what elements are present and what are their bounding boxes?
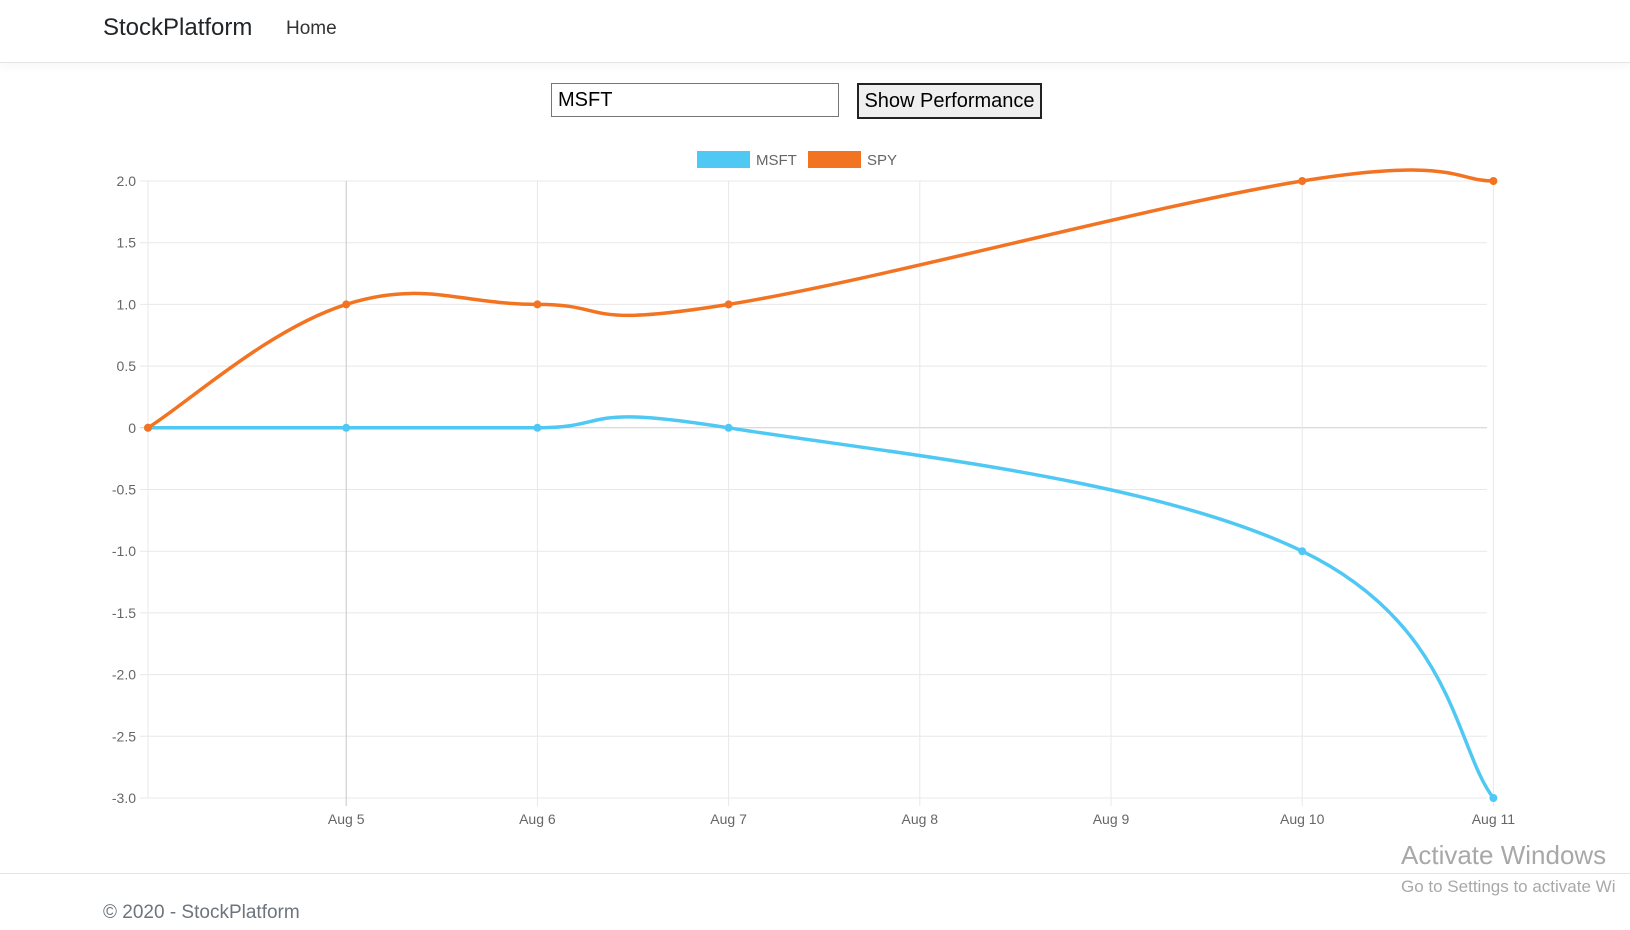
chart-legend[interactable]: MSFT SPY (697, 151, 897, 169)
y-tick-label: -2.5 (112, 728, 136, 744)
y-tick-label: 0.5 (117, 358, 137, 374)
x-tick-label: Aug 7 (710, 811, 747, 827)
data-point-spy[interactable] (724, 300, 733, 309)
data-point-msft[interactable] (533, 423, 542, 432)
watermark-subtitle: Go to Settings to activate Wi (1401, 877, 1616, 896)
y-tick-label: 2.0 (117, 173, 137, 189)
y-tick-label: 1.0 (117, 296, 137, 312)
data-point-spy[interactable] (1489, 177, 1498, 185)
y-tick-label: -1.5 (112, 605, 136, 621)
footer-copyright: © 2020 - StockPlatform (103, 902, 300, 923)
chart-grid (140, 180, 1494, 806)
brand-link[interactable]: StockPlatform (103, 14, 253, 41)
data-point-msft[interactable] (342, 423, 351, 432)
y-tick-label: -3.0 (112, 790, 136, 806)
x-tick-label: Aug 11 (1472, 811, 1516, 827)
data-point-msft[interactable] (724, 423, 733, 432)
series-line-spy (147, 168, 1494, 430)
data-point-spy[interactable] (1298, 177, 1307, 185)
y-tick-label: 0 (128, 420, 136, 436)
x-tick-label: Aug 6 (519, 811, 556, 827)
navbar: StockPlatform Home (0, 0, 1630, 63)
nav-home-link[interactable]: Home (286, 18, 337, 39)
data-point-spy[interactable] (144, 423, 152, 432)
y-tick-label: -1.0 (112, 543, 136, 559)
x-tick-label: Aug 5 (328, 811, 365, 827)
data-point-msft[interactable] (1489, 794, 1498, 802)
legend-label-spy[interactable]: SPY (867, 152, 897, 169)
legend-label-msft[interactable]: MSFT (756, 152, 797, 169)
data-point-spy[interactable] (342, 300, 351, 309)
y-tick-label: -0.5 (112, 482, 136, 498)
x-tick-label: Aug 9 (1093, 811, 1130, 827)
show-performance-button[interactable]: Show Performance (857, 83, 1042, 119)
footer-divider (0, 873, 1630, 874)
x-tick-label: Aug 8 (902, 811, 939, 827)
legend-swatch-spy[interactable] (808, 151, 861, 168)
chart-series (144, 168, 1498, 802)
chart-axes: 2.0 1.5 1.0 0.5 0 -0.5 -1.0 -1.5 -2.0 -2.5 -3.0 Aug… (112, 173, 1515, 827)
series-line-msft (148, 415, 1495, 800)
data-point-spy[interactable] (533, 300, 542, 309)
watermark-title: Activate Windows (1401, 840, 1607, 870)
windows-activation-watermark: Activate Windows Go to Settings to activ… (1401, 840, 1615, 897)
performance-chart: 2.0 1.5 1.0 0.5 0 -0.5 -1.0 -1.5 -2.0 -2.5 -3.0 Aug… (112, 151, 1515, 827)
legend-swatch-msft[interactable] (697, 151, 750, 168)
x-tick-label: Aug 10 (1280, 811, 1325, 827)
y-tick-label: -2.0 (112, 667, 136, 683)
y-tick-label: 1.5 (117, 235, 137, 251)
data-point-msft[interactable] (1298, 547, 1307, 556)
ticker-input[interactable] (551, 83, 839, 117)
